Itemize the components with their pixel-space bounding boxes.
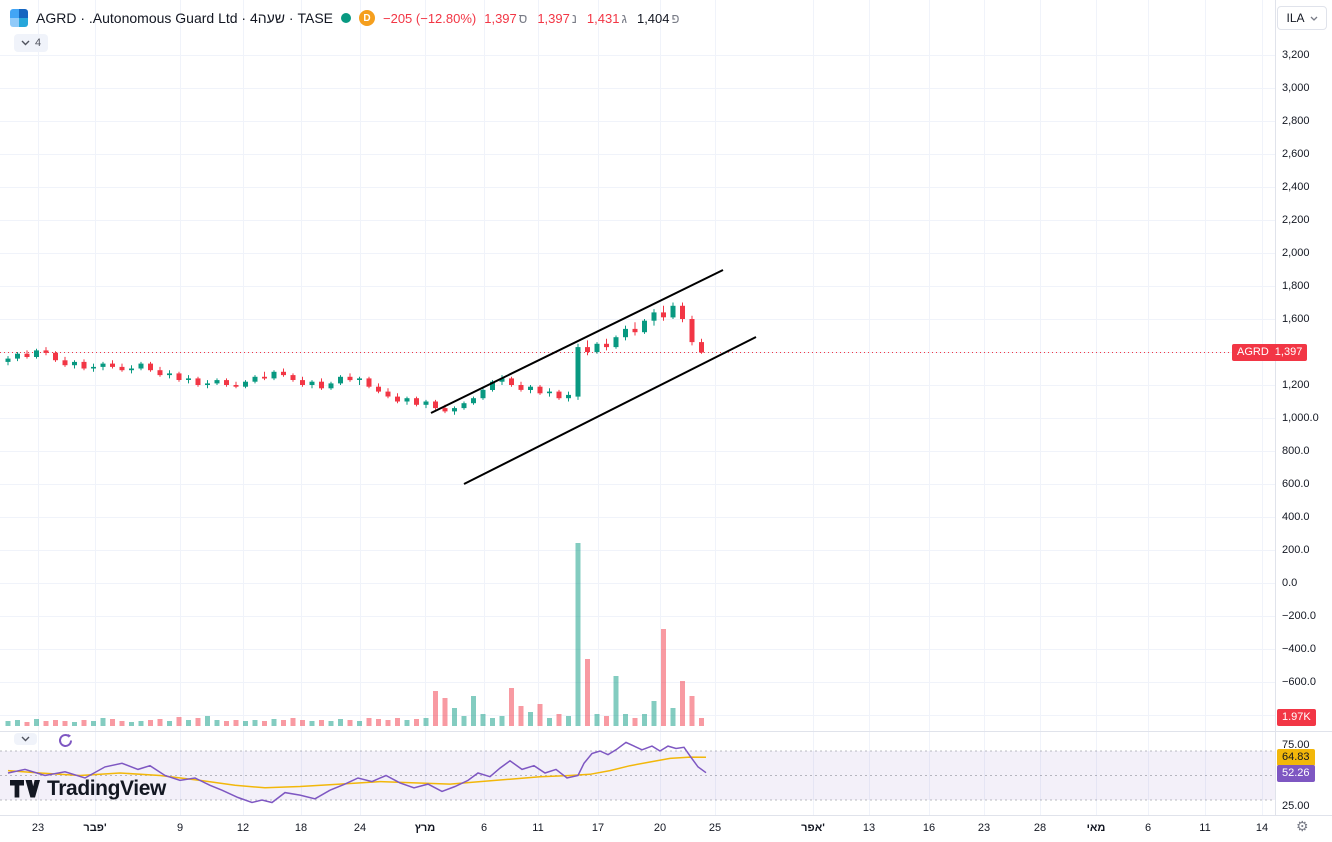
rsi-ma-value: 64.83 — [1282, 751, 1310, 763]
axis-tick-label: 11 — [532, 822, 544, 834]
axis-tick-label: 20 — [653, 822, 667, 834]
axis-tick-label: 3,000 — [1282, 82, 1310, 94]
ohlc-value: 1,404 פ — [636, 10, 680, 26]
time-scale-settings-gear-icon[interactable]: ⚙ — [1296, 818, 1309, 834]
axis-tick-label: 12 — [236, 822, 250, 834]
axis-tick-label: 2,000 — [1282, 247, 1310, 259]
axis-tick-label: 400.0 — [1282, 511, 1310, 523]
delayed-data-badge[interactable]: D — [359, 10, 375, 26]
axis-tick-label: 1,000.0 — [1282, 412, 1319, 424]
axis-tick-label: 2,400 — [1282, 181, 1310, 193]
ohlc-value: 1,397 ס — [484, 10, 528, 26]
axis-tick-label: 6 — [1144, 822, 1152, 834]
price-change: −205 (−12.80%) — [383, 10, 477, 26]
axis-tick-label: 1,600 — [1282, 313, 1310, 325]
axis-tick-label: 3,200 — [1282, 49, 1310, 61]
axis-tick-label: −600.0 — [1282, 676, 1316, 688]
time-scale[interactable]: 23 פבר' 9 12 18 24 מרץ 6 11 17 20 25 אפר' 13 16 23 28 מאי… — [0, 815, 1332, 842]
symbol-title[interactable]: AGRD · .Autonomous Guard Ltd · שעה4 · TA… — [36, 10, 333, 26]
pane-separator[interactable] — [0, 731, 1332, 732]
rsi-legend-collapse-button[interactable] — [14, 733, 37, 745]
axis-tick-label: 28 — [1033, 822, 1047, 834]
chevron-down-icon — [21, 40, 30, 46]
last-price-value: 1,397 — [1274, 346, 1303, 358]
collapsed-indicators-button[interactable]: 4 — [14, 34, 49, 52]
axis-tick-label: 24 — [353, 822, 367, 834]
ohlc-value: 1,397 נ — [537, 10, 577, 26]
price-scale[interactable]: 3,200 3,000 2,800 2,600 2,400 2,200 2,000 1,800… — [1275, 0, 1332, 815]
axis-tick-label: אפר' — [801, 822, 825, 834]
last-price-symbol: AGRD — [1237, 346, 1269, 358]
ohlc-value: 1,431 ג — [586, 10, 627, 26]
symbol-logo-icon — [10, 9, 28, 27]
volume-value: 1.97K — [1282, 711, 1311, 723]
rsi-value: 52.26 — [1282, 767, 1310, 779]
rsi-ma-value-label: 64.83 — [1277, 749, 1315, 766]
tradingview-logo-text: TradingView — [47, 777, 166, 800]
axis-tick-label: 1,200 — [1282, 379, 1310, 391]
last-price-label: AGRD 1,397 — [1232, 344, 1308, 361]
rsi-value-label: 52.26 — [1277, 765, 1315, 782]
tradingview-logo[interactable]: TradingView — [10, 777, 166, 801]
axis-tick-label: 16 — [922, 822, 936, 834]
chevron-down-icon — [21, 736, 30, 742]
volume-value-label: 1.97K — [1277, 709, 1316, 726]
axis-tick-label: −400.0 — [1282, 643, 1316, 655]
market-status-icon — [341, 13, 351, 23]
axis-tick-label: 25 — [708, 822, 722, 834]
axis-tick-label: 23 — [977, 822, 991, 834]
currency-toggle-button[interactable]: ILA — [1277, 6, 1327, 30]
axis-tick-label: 13 — [862, 822, 876, 834]
axis-tick-label: פבר' — [83, 822, 107, 834]
axis-tick-label: 200.0 — [1282, 544, 1310, 556]
axis-tick-label: 18 — [294, 822, 308, 834]
axis-tick-label: 1,800 — [1282, 280, 1310, 292]
axis-tick-label: 11 — [1199, 822, 1211, 834]
axis-tick-label: מאי — [1086, 822, 1106, 834]
chevron-down-icon — [1310, 16, 1317, 21]
axis-tick-label: 14 — [1255, 822, 1269, 834]
axis-tick-label: 2,600 — [1282, 148, 1310, 160]
axis-tick-label: 800.0 — [1282, 445, 1310, 457]
currency-label: ILA — [1286, 11, 1305, 25]
collapsed-indicators-count: 4 — [35, 37, 42, 49]
axis-tick-label: 6 — [480, 822, 488, 834]
axis-tick-label: 9 — [176, 822, 184, 834]
tradingview-mark-icon — [10, 780, 40, 798]
axis-tick-label: 600.0 — [1282, 478, 1310, 490]
indicator-loading-icon — [58, 733, 73, 753]
axis-tick-label: 23 — [31, 822, 45, 834]
symbol-legend: AGRD · .Autonomous Guard Ltd · שעה4 · TA… — [10, 9, 679, 27]
axis-tick-label: 2,200 — [1282, 214, 1310, 226]
ohlc-values: 1,397 ס 1,397 נ 1,431 ג 1,404 פ — [484, 11, 679, 26]
axis-tick-label: 17 — [591, 822, 605, 834]
axis-tick-label: 0.0 — [1282, 577, 1298, 589]
axis-tick-label: −200.0 — [1282, 610, 1316, 622]
axis-tick-label: מרץ — [414, 822, 436, 834]
axis-tick-label: 25.00 — [1282, 800, 1310, 813]
axis-tick-label: 2,800 — [1282, 115, 1310, 127]
axis-tick-label: 75.00 — [1282, 738, 1310, 751]
